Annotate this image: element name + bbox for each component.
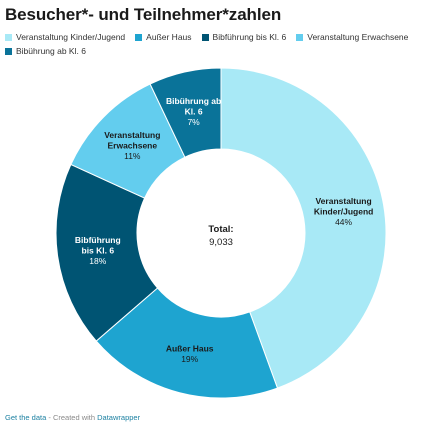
- footer: Get the data - Created with Datawrapper: [5, 413, 140, 422]
- slices-group: [55, 68, 387, 399]
- slice-label: Kinder/Jugend: [314, 206, 374, 216]
- legend-swatch: [135, 33, 143, 41]
- legend-label: Außer Haus: [146, 32, 192, 42]
- slice-percent: 7%: [187, 117, 200, 127]
- legend-swatch: [201, 33, 209, 41]
- legend-label: Bibührung ab Kl. 6: [16, 46, 86, 56]
- slice-percent: 44%: [335, 217, 352, 227]
- slice-label: bis Kl. 6: [82, 246, 115, 256]
- pie-slice[interactable]: [95, 287, 279, 399]
- legend-item: Außer Haus: [135, 32, 192, 42]
- legend: Veranstaltung Kinder/Jugend Außer Haus Bib…: [5, 32, 441, 56]
- legend-label: Veranstaltung Kinder/Jugend: [16, 32, 126, 42]
- slice-percent: 18%: [89, 256, 106, 266]
- slice-label: Veranstaltung: [315, 196, 371, 206]
- slice-label: Bibführung: [75, 235, 121, 245]
- legend-item: Veranstaltung Erwachsene: [296, 32, 408, 42]
- legend-swatch: [5, 47, 12, 55]
- slice-label: Bibührung ab: [166, 96, 221, 106]
- slice-label: Veranstaltung: [104, 130, 160, 140]
- slice-label: Erwachsene: [107, 141, 157, 151]
- get-the-data-link[interactable]: Get the data: [5, 413, 47, 422]
- legend-item: Bibührung ab Kl. 6: [5, 46, 86, 56]
- slice-label: Kl. 6: [185, 107, 203, 117]
- legend-label: Veranstaltung Erwachsene: [307, 32, 409, 42]
- chart-title: Besucher*- und Teilnehmer*zahlen: [5, 5, 282, 24]
- total-label: Total:: [208, 224, 233, 235]
- footer-separator: - Created with: [46, 413, 98, 422]
- total-value: 9,033: [209, 237, 233, 248]
- legend-item: Bibführung bis Kl. 6: [201, 32, 287, 42]
- legend-swatch: [5, 33, 12, 41]
- slice-percent: 19%: [181, 354, 198, 364]
- slice-percent: 11%: [124, 151, 141, 161]
- legend-swatch: [296, 33, 304, 41]
- datawrapper-link[interactable]: Datawrapper: [97, 413, 141, 422]
- legend-item: Veranstaltung Kinder/Jugend: [5, 32, 125, 42]
- pie-slice[interactable]: [149, 68, 222, 158]
- pie-slice[interactable]: [220, 68, 387, 389]
- legend-label: Bibführung bis Kl. 6: [212, 32, 287, 42]
- pie-slice[interactable]: [55, 163, 159, 342]
- slice-label: Außer Haus: [166, 343, 214, 353]
